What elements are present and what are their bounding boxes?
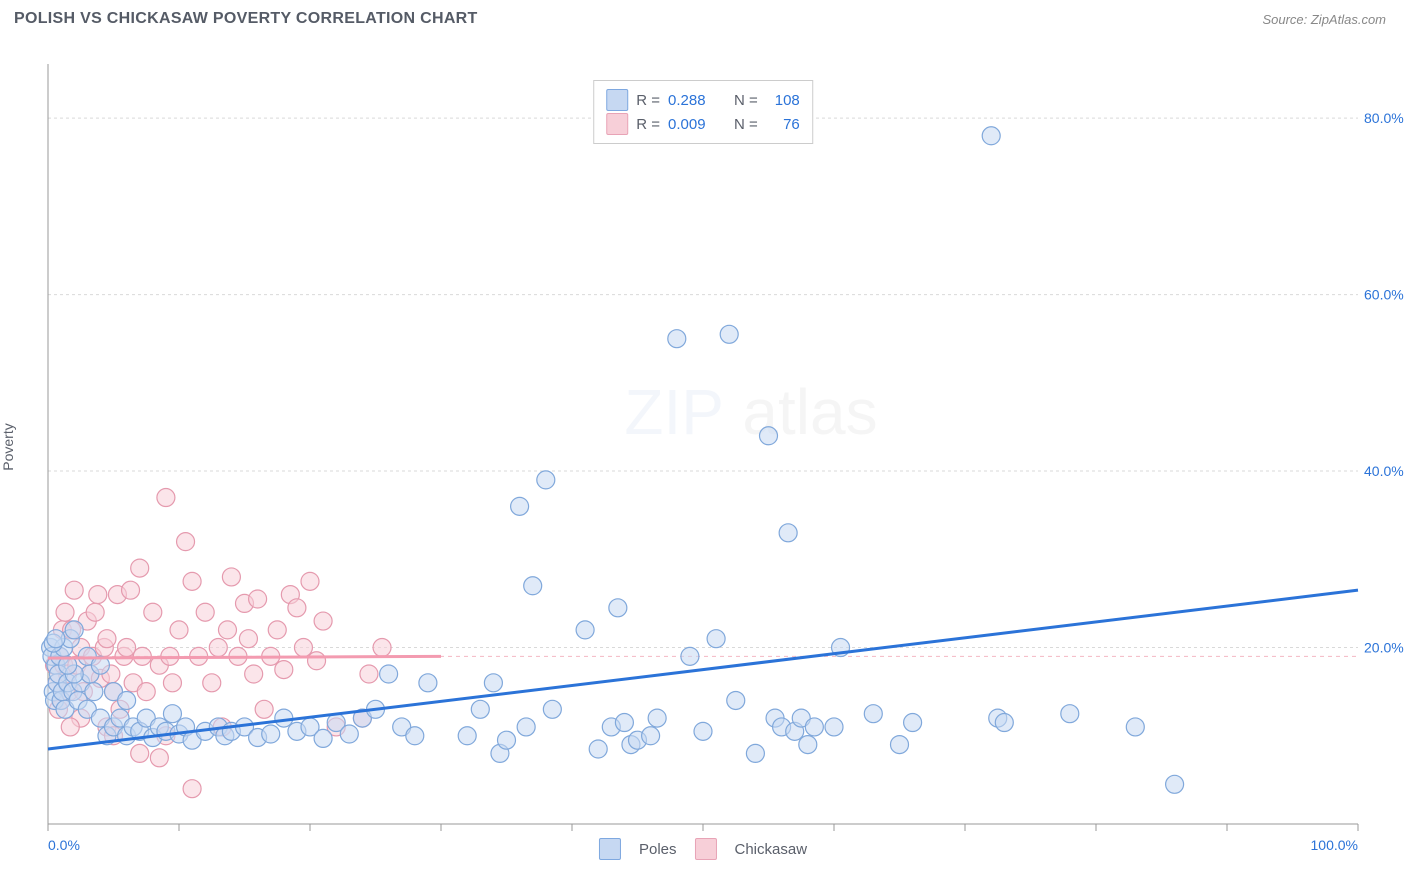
stat-n-value-chickasaw: 76	[766, 116, 800, 133]
legend-swatch-chickasaw-icon	[695, 838, 717, 860]
svg-text:40.0%: 40.0%	[1364, 463, 1404, 479]
svg-text:20.0%: 20.0%	[1364, 640, 1404, 656]
bottom-legend: Poles Chickasaw	[599, 838, 807, 860]
svg-text:100.0%: 100.0%	[1311, 837, 1358, 853]
stat-r-value-chickasaw: 0.009	[668, 116, 716, 133]
swatch-chickasaw-icon	[606, 113, 628, 135]
stat-r-label: R =	[636, 92, 660, 109]
svg-text:60.0%: 60.0%	[1364, 287, 1404, 303]
swatch-poles-icon	[606, 89, 628, 111]
stat-n-value-poles: 108	[766, 92, 800, 109]
stat-n-label: N =	[734, 92, 758, 109]
correlation-stats-box: R = 0.288 N = 108 R = 0.009 N = 76	[593, 80, 813, 144]
svg-text:ZIP: ZIP	[624, 376, 724, 448]
source-attribution: Source: ZipAtlas.com	[1262, 12, 1386, 27]
stats-row-poles: R = 0.288 N = 108	[606, 89, 800, 111]
scatter-chart-svg: ZIPatlas0.0%100.0%20.0%40.0%60.0%80.0%	[0, 32, 1406, 862]
chart-area: Poverty ZIPatlas0.0%100.0%20.0%40.0%60.0…	[0, 32, 1406, 862]
svg-text:80.0%: 80.0%	[1364, 110, 1404, 126]
svg-text:0.0%: 0.0%	[48, 837, 80, 853]
chart-title: POLISH VS CHICKASAW POVERTY CORRELATION …	[14, 10, 478, 28]
stat-n-label: N =	[734, 116, 758, 133]
stat-r-value-poles: 0.288	[668, 92, 716, 109]
stats-row-chickasaw: R = 0.009 N = 76	[606, 113, 800, 135]
legend-swatch-poles-icon	[599, 838, 621, 860]
legend-label-chickasaw: Chickasaw	[735, 841, 808, 858]
y-axis-label: Poverty	[0, 423, 16, 470]
stat-r-label: R =	[636, 116, 660, 133]
legend-label-poles: Poles	[639, 841, 677, 858]
